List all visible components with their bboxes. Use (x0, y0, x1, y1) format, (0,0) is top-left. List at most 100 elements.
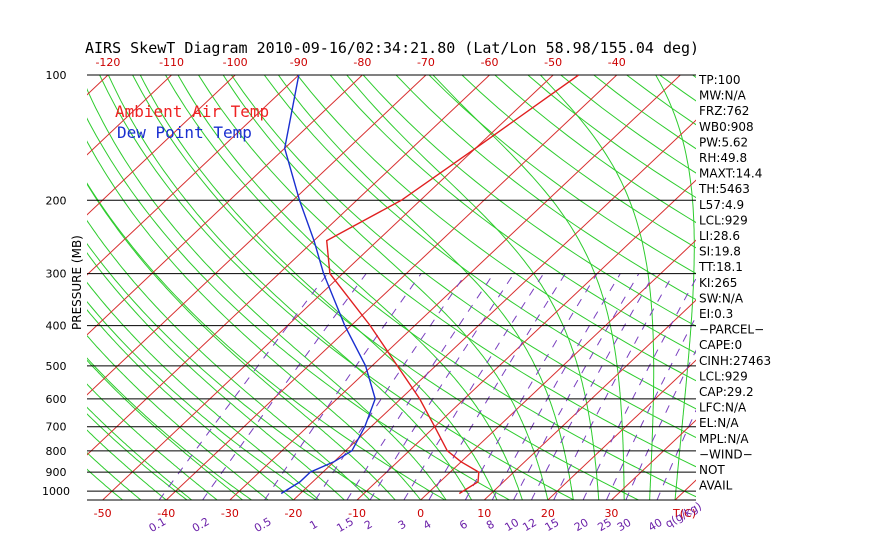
bottom-temperature-tick: -10 (348, 507, 366, 520)
stability-index-item: FRZ:762 (699, 104, 749, 118)
mixing-ratio-label: 30 (615, 516, 634, 534)
moist-adiabat (87, 452, 142, 500)
dry-adiabat (296, 75, 696, 382)
bottom-temperature-tick: 10 (477, 507, 491, 520)
stability-index-item: LI:28.6 (699, 229, 740, 243)
bottom-temperature-tick: -20 (284, 507, 302, 520)
mixing-ratio-line (625, 349, 696, 500)
dry-adiabat (428, 75, 696, 275)
isotherm (87, 75, 300, 276)
isotherm (87, 75, 109, 96)
dry-adiabat (395, 75, 696, 301)
series-line-0 (325, 75, 580, 495)
stability-index-item: MW:N/A (699, 89, 747, 103)
isotherm (87, 75, 236, 216)
isotherm (547, 359, 696, 500)
stability-index-item: TP:100 (698, 73, 741, 87)
mixing-ratio-line (605, 315, 696, 500)
stability-index-item: AVAIL (699, 479, 733, 493)
isotherm (165, 75, 618, 500)
isotherm (739, 75, 870, 500)
mixing-ratio-line (158, 273, 328, 500)
stability-index-item: EI:0.3 (699, 307, 733, 321)
mixing-ratio-label: 6 (457, 518, 470, 533)
mixing-ratio-line (582, 277, 696, 500)
moist-adiabat (177, 75, 523, 500)
stability-index-item: RH:49.8 (699, 151, 747, 165)
pressure-tick-label: 100 (46, 69, 67, 82)
stability-index-item: LCL:929 (699, 213, 748, 227)
moist-adiabat (139, 75, 498, 500)
pressure-tick-labels: 100 200 300 400 500 600 700 800 900 1000 (42, 69, 70, 498)
dry-adiabat (87, 117, 510, 500)
dry-adiabat (461, 75, 696, 249)
isotherm (483, 299, 696, 500)
mixing-ratio-label: 2 (362, 518, 375, 533)
dry-adiabat (659, 75, 696, 102)
pressure-tick-label: 900 (46, 466, 67, 479)
moist-adiabat (87, 383, 218, 500)
mixing-ratio-lines (158, 273, 696, 500)
bottom-temperature-tick: 30 (604, 507, 618, 520)
dry-adiabat (230, 75, 696, 439)
top-temperature-tick: -100 (223, 56, 248, 69)
bottom-temperature-tick: 0 (417, 507, 424, 520)
isotherm (802, 75, 870, 500)
moist-adiabat (87, 334, 269, 500)
stability-index-item: L57:4.9 (699, 198, 744, 212)
dry-adiabat (329, 75, 696, 354)
series-line-1 (280, 75, 376, 495)
bottom-temperature-ticks: -50 -40 -30 -20 -10 0 10 20 30 (94, 507, 619, 520)
isotherm (0, 75, 44, 500)
pressure-tick-label: 700 (46, 421, 67, 434)
stability-index-item: PW:5.62 (699, 135, 748, 149)
mixing-ratio-label: 0.5 (252, 515, 274, 535)
top-temperature-tick: -110 (159, 56, 184, 69)
isotherm (87, 75, 363, 336)
stability-index-item: CAP:29.2 (699, 385, 754, 399)
pressure-tick-label: 400 (46, 320, 67, 333)
mixing-ratio-line (369, 273, 515, 500)
y-axis-label: PRESSURE (MB) (70, 235, 84, 330)
stability-index-item: CAPE:0 (699, 338, 742, 352)
dry-adiabat (99, 75, 575, 500)
mixing-ratio-label: 40 (646, 516, 665, 534)
stability-index-item: EL:N/A (699, 416, 739, 430)
pressure-tick-label: 800 (46, 445, 67, 458)
pressure-tick-label: 1000 (42, 485, 70, 498)
dry-adiabat (87, 300, 317, 500)
moist-adiabat (432, 75, 625, 500)
stability-index-item: LFC:N/A (699, 401, 747, 415)
top-temperature-tick: -70 (417, 56, 435, 69)
mixing-ratio-label: 20 (572, 516, 591, 534)
pressure-tick-label: 500 (46, 360, 67, 373)
moist-adiabat (107, 75, 472, 500)
moist-adiabat (87, 219, 371, 500)
stability-index-item: LCL:929 (699, 369, 748, 383)
isotherm (356, 179, 696, 500)
stability-index-item: NOT (699, 463, 725, 477)
pressure-tick-label: 600 (46, 393, 67, 406)
mixing-ratio-label: 4 (421, 518, 434, 533)
dry-adiabat (0, 75, 58, 500)
moist-adiabat (87, 183, 396, 500)
dry-adiabat (198, 75, 696, 468)
bottom-temperature-tick: -50 (94, 507, 112, 520)
mixing-ratio-label: 1 (307, 518, 320, 533)
moist-adiabat (87, 359, 243, 500)
isobars (87, 74, 696, 501)
bottom-temperature-tick: -40 (157, 507, 175, 520)
isotherm (293, 119, 696, 500)
dry-adiabat (87, 468, 123, 500)
stability-index-item: TT:18.1 (698, 260, 743, 274)
dry-adiabat (87, 357, 252, 500)
moist-adiabat (87, 406, 193, 500)
sounding-series (280, 75, 580, 495)
moist-adiabat (222, 75, 549, 500)
stability-index-item: KI:265 (699, 276, 737, 290)
stability-index-item: −PARCEL− (699, 323, 764, 337)
stability-index-item: −WIND− (699, 447, 753, 461)
mixing-ratio-label: 12 (520, 516, 539, 534)
mixing-ratio-line (314, 273, 467, 500)
mixing-ratio-unit: q(g/kg) (663, 500, 704, 531)
